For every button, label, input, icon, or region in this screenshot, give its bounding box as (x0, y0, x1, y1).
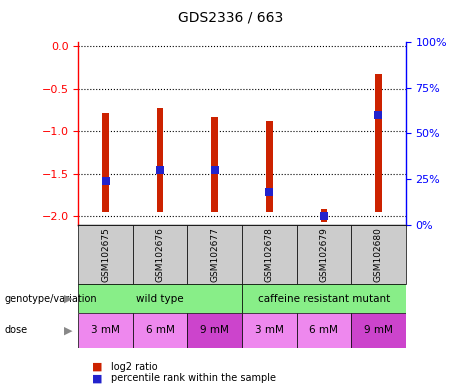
Point (157, 167, 164, 173)
Text: GSM102678: GSM102678 (265, 227, 274, 282)
Text: 3 mM: 3 mM (91, 325, 120, 335)
Bar (296, 313, 351, 348)
Bar (296, 225, 351, 284)
Bar (351, 225, 406, 284)
Text: ■: ■ (92, 362, 103, 372)
Bar (78, 225, 133, 284)
Text: GSM102677: GSM102677 (210, 227, 219, 282)
Point (266, 189, 273, 195)
Bar (78, 284, 242, 313)
Point (375, 112, 382, 118)
Text: GSM102679: GSM102679 (319, 227, 328, 282)
Text: ▶: ▶ (64, 293, 72, 304)
Bar (242, 313, 296, 348)
Text: 9 mM: 9 mM (201, 325, 229, 335)
Bar (133, 225, 188, 284)
Bar (375, 74, 382, 212)
Text: genotype/variation: genotype/variation (5, 293, 97, 304)
Bar (320, 209, 327, 222)
Text: dose: dose (5, 325, 28, 335)
Text: GSM102675: GSM102675 (101, 227, 110, 282)
Text: GDS2336 / 663: GDS2336 / 663 (178, 10, 283, 24)
Bar (242, 284, 406, 313)
Text: caffeine resistant mutant: caffeine resistant mutant (258, 293, 390, 304)
Bar (266, 121, 272, 212)
Text: 6 mM: 6 mM (309, 325, 338, 335)
Bar (133, 313, 188, 348)
Text: ■: ■ (92, 373, 103, 383)
Point (102, 178, 109, 184)
Text: 9 mM: 9 mM (364, 325, 393, 335)
Point (211, 167, 219, 173)
Text: 6 mM: 6 mM (146, 325, 175, 335)
Text: GSM102680: GSM102680 (374, 227, 383, 282)
Text: 3 mM: 3 mM (255, 325, 284, 335)
Text: ▶: ▶ (64, 325, 72, 335)
Text: GSM102676: GSM102676 (156, 227, 165, 282)
Text: percentile rank within the sample: percentile rank within the sample (111, 373, 276, 383)
Bar (212, 117, 218, 212)
Bar (188, 313, 242, 348)
Bar (78, 313, 133, 348)
Bar (242, 225, 296, 284)
Bar (102, 113, 109, 212)
Text: wild type: wild type (136, 293, 184, 304)
Point (320, 212, 327, 218)
Bar (188, 225, 242, 284)
Bar (351, 313, 406, 348)
Text: log2 ratio: log2 ratio (111, 362, 157, 372)
Bar (157, 108, 164, 212)
